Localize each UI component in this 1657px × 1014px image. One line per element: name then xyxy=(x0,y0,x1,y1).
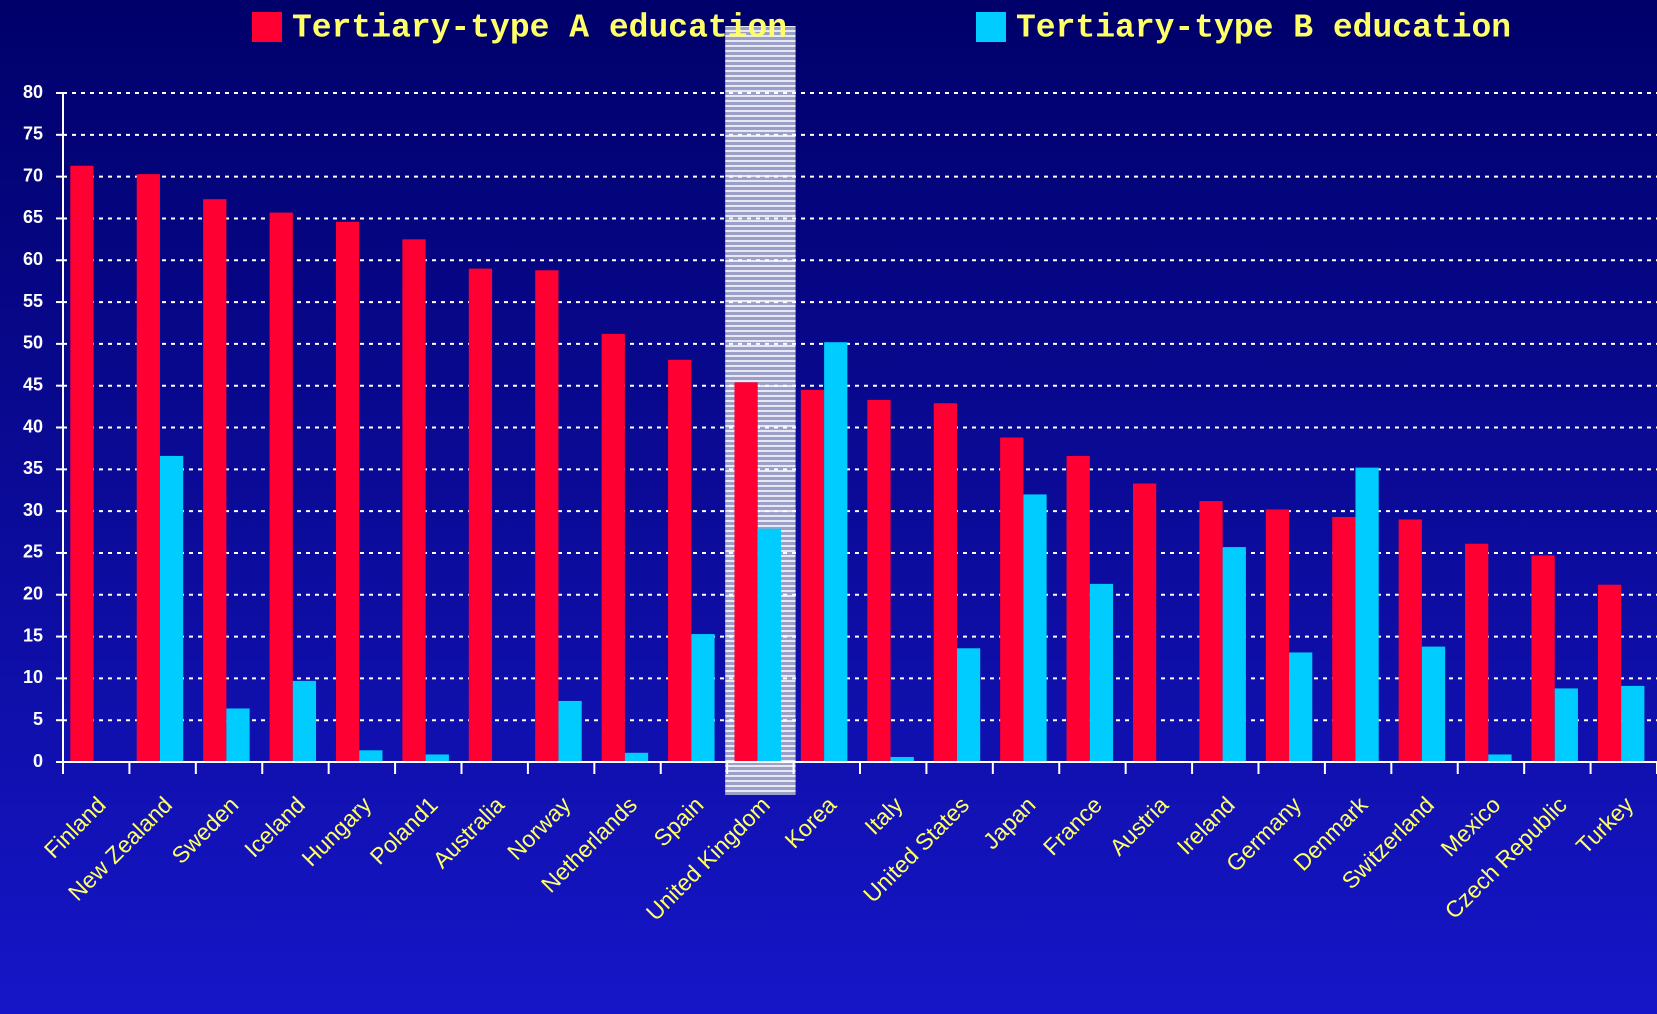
bar xyxy=(1355,467,1379,762)
bar xyxy=(1465,543,1489,762)
y-tick-label: 45 xyxy=(23,374,43,394)
bar xyxy=(1398,519,1422,762)
bar xyxy=(668,359,692,762)
y-tick-label: 50 xyxy=(23,333,43,353)
legend-swatch xyxy=(976,12,1006,42)
bar xyxy=(867,399,891,762)
bar xyxy=(1421,646,1446,762)
bar xyxy=(335,221,360,763)
bar xyxy=(1554,688,1578,762)
bar xyxy=(535,270,559,762)
y-tick-label: 30 xyxy=(23,500,43,520)
bar xyxy=(1023,494,1047,762)
bar xyxy=(159,455,184,762)
bar xyxy=(70,165,94,762)
y-tick-label: 75 xyxy=(23,124,43,144)
bar xyxy=(1597,584,1622,762)
legend-swatch xyxy=(252,12,282,42)
bar xyxy=(402,239,426,762)
bar xyxy=(292,680,317,762)
bar xyxy=(1000,437,1024,762)
bar xyxy=(1265,509,1290,762)
y-tick-label: 0 xyxy=(33,751,43,771)
bar xyxy=(1289,652,1313,762)
bar xyxy=(933,403,957,762)
bar xyxy=(1621,685,1645,762)
legend-label: Tertiary-type A education xyxy=(292,10,787,47)
bar xyxy=(824,342,848,762)
bar xyxy=(1089,583,1114,762)
y-tick-label: 60 xyxy=(23,249,43,269)
bar xyxy=(734,382,758,762)
legend-label: Tertiary-type B education xyxy=(1016,10,1511,47)
bar xyxy=(1132,483,1157,762)
y-tick-label: 80 xyxy=(23,82,43,102)
bar xyxy=(1332,516,1356,762)
bar xyxy=(757,528,781,762)
y-tick-label: 15 xyxy=(23,625,43,645)
y-tick-label: 20 xyxy=(23,584,43,604)
y-tick-label: 40 xyxy=(23,416,43,436)
y-tick-label: 55 xyxy=(23,291,43,311)
bar xyxy=(269,212,293,763)
bar xyxy=(1066,455,1090,762)
y-tick-label: 25 xyxy=(23,542,43,562)
bar xyxy=(136,174,160,762)
bar xyxy=(956,648,981,762)
bar xyxy=(601,333,625,762)
bar xyxy=(1488,754,1512,762)
bar xyxy=(558,700,582,762)
bar xyxy=(425,754,449,762)
y-tick-label: 10 xyxy=(23,667,43,687)
bar xyxy=(1199,501,1223,762)
bar xyxy=(203,199,227,763)
y-tick-label: 65 xyxy=(23,207,43,227)
bar xyxy=(800,389,825,762)
y-tick-label: 70 xyxy=(23,165,43,185)
bar xyxy=(226,708,250,762)
bar xyxy=(1531,555,1555,762)
bar xyxy=(691,634,715,762)
y-tick-label: 5 xyxy=(33,709,43,729)
bar xyxy=(890,756,914,762)
bar xyxy=(1222,547,1246,762)
bar xyxy=(624,752,649,762)
bar xyxy=(359,750,383,762)
y-tick-label: 35 xyxy=(23,458,43,478)
bar xyxy=(468,268,493,762)
